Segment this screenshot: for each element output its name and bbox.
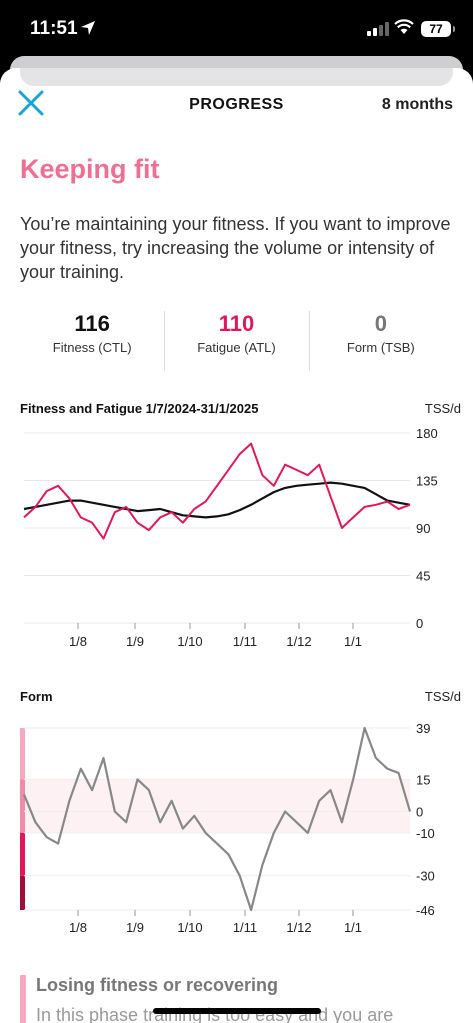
metric-value: 110 [218,311,255,336]
x-tick-label: 1/1 [344,920,362,935]
close-icon[interactable] [14,86,48,120]
progress-sheet: PROGRESS 8 months Keeping fit You’re mai… [0,68,473,1023]
fitness-series-line [23,481,411,519]
form-zone-bar [20,832,25,876]
phase-title: Keeping fit [20,154,160,184]
y-tick-label: -46 [416,903,435,918]
y-tick-label: 0 [416,805,423,820]
metric-fatigue: 110 Fatigue (ATL) [164,311,308,371]
battery-icon: 77 [421,21,455,37]
status-bar: 11:51 77 [0,0,473,60]
x-tick-label: 1/9 [126,634,144,649]
fitness-chart-unit: TSS/d [424,401,461,416]
page-title: PROGRESS [189,96,284,113]
y-tick-label: 180 [416,426,438,441]
wifi-icon [394,19,414,34]
y-tick-label: -10 [416,826,435,841]
phase-info-card: Losing fitness or recovering In this pha… [20,975,453,1023]
x-tick-label: 1/9 [126,920,144,935]
y-tick-label: 39 [416,721,430,736]
x-tick-label: 1/10 [177,634,202,649]
metric-label: Fatigue (ATL) [197,340,276,355]
y-tick-label: 45 [416,569,430,584]
fitness-chart-title: Fitness and Fatigue 1/7/2024-31/1/2025 [20,401,259,416]
x-tick-label: 1/8 [69,920,87,935]
fatigue-series-line [23,442,411,540]
metric-value: 116 [74,311,110,336]
phase-description: You’re maintaining your fitness. If you … [20,214,451,282]
home-indicator[interactable] [153,1008,321,1014]
x-tick-label: 1/8 [69,634,87,649]
x-tick-label: 1/12 [286,920,311,935]
time-range-selector[interactable]: 8 months [381,96,453,113]
sheet-top-bar [20,68,453,86]
y-tick-label: 90 [416,521,430,536]
x-tick-label: 1/11 [233,920,257,935]
form-zone-bar [20,779,25,833]
status-time: 11:51 [30,18,78,39]
metrics-row: 116 Fitness (CTL) 110 Fatigue (ATL) 0 Fo… [20,311,453,371]
y-tick-label: 15 [416,772,430,787]
cellular-signal-icon [367,22,389,36]
fitness-fatigue-chart[interactable]: 180 135 90 45 0 1/8 1/9 1/10 1/11 1/12 1/1 [0,423,473,653]
metric-label: Fitness (CTL) [52,340,132,355]
form-chart[interactable]: 39 15 0 -10 -30 -46 1/8 1/9 1/10 1/11 1/12 1/1 [0,713,473,943]
x-tick-label: 1/11 [233,634,257,649]
form-chart-unit: TSS/d [424,689,461,704]
metric-fitness: 116 Fitness (CTL) [20,311,164,371]
metric-form: 0 Form (TSB) [308,311,453,371]
y-tick-label: -30 [416,869,435,884]
form-zone-bar [20,728,25,780]
y-tick-label: 0 [416,616,423,631]
form-chart-title: Form [20,689,53,704]
form-series-line [22,726,412,912]
x-tick-label: 1/10 [177,920,202,935]
x-tick-label: 1/12 [286,634,311,649]
metric-label: Form (TSB) [346,340,415,355]
form-zone-bar [20,875,25,910]
info-title: Losing fitness or recovering [36,975,279,995]
location-arrow-icon [81,21,95,35]
phase-color-bar [20,975,26,1023]
metric-value: 0 [374,311,387,336]
x-tick-label: 1/1 [344,634,362,649]
y-tick-label: 135 [416,474,438,489]
